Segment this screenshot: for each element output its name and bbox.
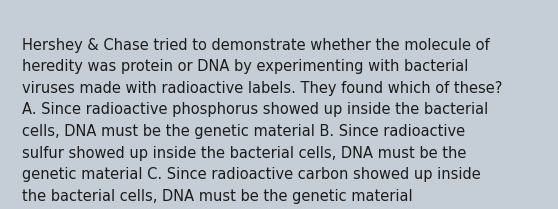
Text: Hershey & Chase tried to demonstrate whether the molecule of
heredity was protei: Hershey & Chase tried to demonstrate whe… bbox=[22, 38, 503, 204]
